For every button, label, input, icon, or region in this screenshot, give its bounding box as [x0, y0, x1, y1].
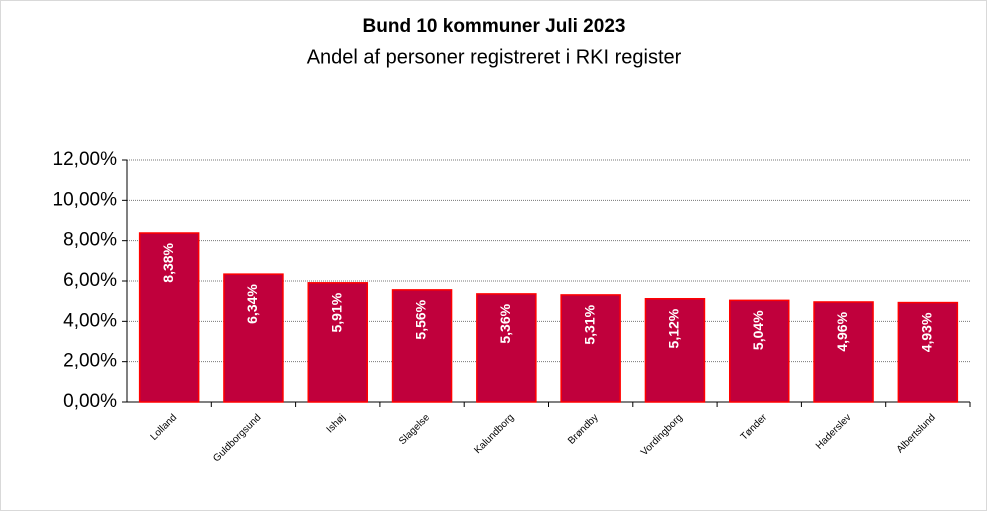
y-tick-label: 4,00% — [63, 310, 117, 331]
y-tick-label: 12,00% — [53, 149, 118, 170]
chart-title: Bund 10 kommuner Juli 2023 — [363, 16, 626, 37]
bar — [223, 273, 284, 403]
y-tick-label: 0,00% — [63, 391, 117, 412]
value-label: 5,91% — [328, 292, 344, 332]
bar — [391, 289, 453, 403]
bar — [897, 301, 959, 403]
value-label: 8,38% — [160, 242, 176, 282]
value-label: 5,36% — [497, 303, 513, 343]
bar — [644, 297, 706, 403]
bar — [728, 299, 790, 403]
value-label: 4,93% — [919, 312, 935, 352]
bar — [813, 301, 874, 403]
value-label: 4,96% — [834, 311, 850, 351]
bar — [307, 282, 369, 403]
value-label: 6,34% — [244, 284, 260, 324]
bar — [476, 293, 537, 403]
bar — [138, 232, 200, 403]
value-label: 5,31% — [581, 304, 597, 344]
value-label: 5,04% — [750, 310, 766, 350]
y-tick-label: 10,00% — [53, 189, 118, 210]
bar — [560, 294, 621, 403]
y-tick-label: 8,00% — [63, 230, 117, 251]
value-label: 5,12% — [666, 308, 682, 348]
y-tick-label: 2,00% — [63, 351, 117, 372]
y-tick-label: 6,00% — [63, 270, 117, 291]
value-label: 5,56% — [413, 299, 429, 339]
chart-subtitle: Andel af personer registreret i RKI regi… — [307, 46, 682, 68]
